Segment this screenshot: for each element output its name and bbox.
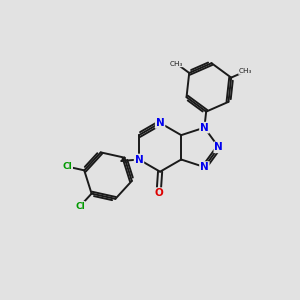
Text: N: N — [156, 118, 164, 128]
Text: Cl: Cl — [62, 162, 72, 171]
Text: O: O — [154, 188, 163, 198]
Text: N: N — [135, 154, 143, 164]
Text: N: N — [200, 162, 209, 172]
Text: CH₃: CH₃ — [238, 68, 252, 74]
Text: N: N — [200, 123, 209, 133]
Text: Cl: Cl — [75, 202, 85, 211]
Text: N: N — [214, 142, 223, 152]
Text: CH₃: CH₃ — [170, 61, 183, 67]
